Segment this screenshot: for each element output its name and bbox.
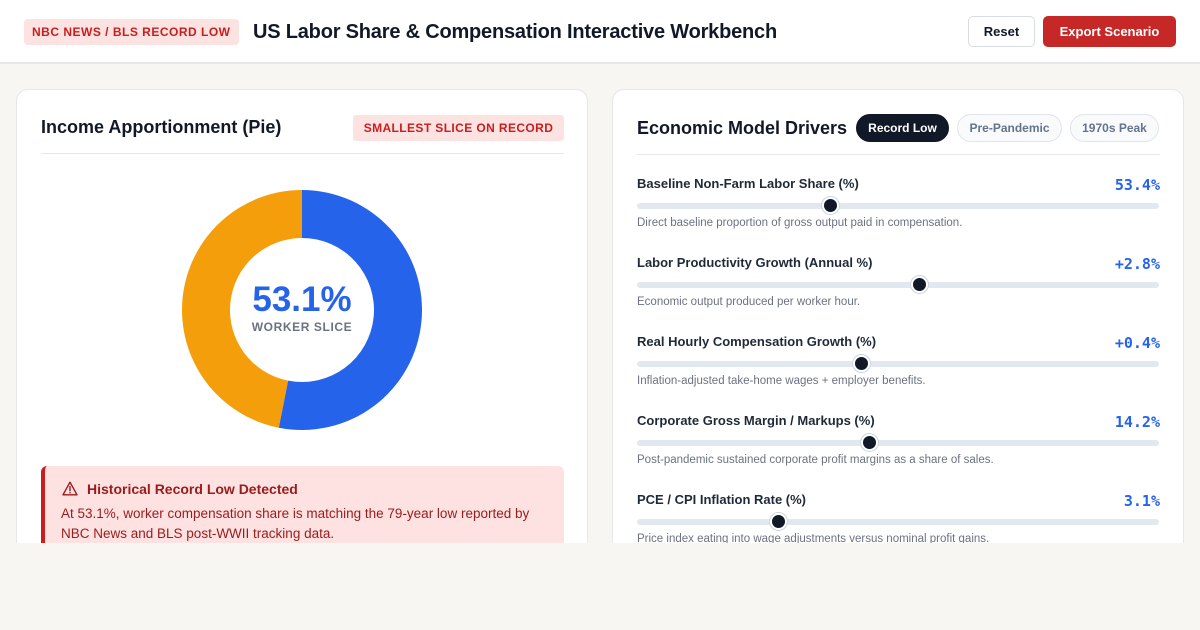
driver-slider-thumb[interactable]: [910, 276, 928, 293]
driver-slider-thumb[interactable]: [861, 434, 879, 451]
driver-value: +2.8%: [1114, 255, 1160, 273]
driver-description: Price index eating into wage adjustments…: [637, 533, 990, 543]
economic-drivers-card: Economic Model Drivers Record Low Pre-Pa…: [612, 89, 1184, 543]
driver-corporate-margin: Corporate Gross Margin / Markups (%) 14.…: [637, 413, 1160, 483]
income-pie-chart: [182, 190, 423, 430]
driver-description: Post-pandemic sustained corporate profit…: [637, 454, 994, 466]
driver-description: Direct baseline proportion of gross outp…: [637, 217, 963, 229]
preset-record-low-button[interactable]: Record Low: [856, 114, 949, 142]
driver-label: Labor Productivity Growth (Annual %): [637, 255, 873, 270]
driver-slider-track[interactable]: [637, 434, 1159, 451]
record-low-alert: Historical Record Low Detected At 53.1%,…: [41, 466, 564, 543]
pie-slice-worker: [278, 190, 423, 430]
drivers-card-divider: [637, 154, 1160, 155]
reset-button[interactable]: Reset: [968, 16, 1035, 47]
pie-center-value: 53.1%: [252, 280, 352, 319]
driver-description: Economic output produced per worker hour…: [637, 296, 861, 308]
smallest-slice-badge: SMALLEST SLICE ON RECORD: [353, 115, 564, 141]
driver-slider-track[interactable]: [637, 197, 1159, 214]
driver-label: Baseline Non-Farm Labor Share (%): [637, 176, 859, 191]
alert-title: Historical Record Low Detected: [87, 481, 298, 497]
driver-real-compensation-growth: Real Hourly Compensation Growth (%) +0.4…: [637, 334, 1160, 404]
driver-baseline-labor-share: Baseline Non-Farm Labor Share (%) 53.4% …: [637, 176, 1160, 246]
driver-productivity-growth: Labor Productivity Growth (Annual %) +2.…: [637, 255, 1160, 325]
driver-label: PCE / CPI Inflation Rate (%): [637, 492, 807, 507]
driver-inflation-rate: PCE / CPI Inflation Rate (%) 3.1% Price …: [637, 492, 1160, 543]
top-bar: NBC NEWS / BLS RECORD LOW US Labor Share…: [0, 0, 1200, 64]
driver-slider-track[interactable]: [637, 513, 1159, 530]
driver-label: Corporate Gross Margin / Markups (%): [637, 413, 875, 428]
page-title: US Labor Share & Compensation Interactiv…: [253, 21, 777, 43]
driver-value: 14.2%: [1114, 413, 1160, 431]
driver-label: Real Hourly Compensation Growth (%): [637, 334, 877, 349]
income-apportionment-card: Income Apportionment (Pie) SMALLEST SLIC…: [16, 89, 588, 543]
source-tag: NBC NEWS / BLS RECORD LOW: [24, 19, 239, 45]
preset-1970s-peak-button[interactable]: 1970s Peak: [1070, 114, 1159, 142]
driver-slider-thumb[interactable]: [822, 197, 840, 214]
alert-body: At 53.1%, worker compensation share is m…: [61, 506, 530, 541]
driver-slider-track[interactable]: [637, 355, 1159, 372]
warning-triangle-icon: [62, 481, 78, 496]
pie-slice-remainder: [182, 190, 302, 428]
driver-slider-track[interactable]: [637, 276, 1159, 293]
driver-description: Inflation-adjusted take-home wages + emp…: [637, 375, 926, 387]
drivers-card-title: Economic Model Drivers: [637, 118, 848, 138]
pie-card-divider: [41, 153, 564, 154]
pie-card-title: Income Apportionment (Pie): [41, 117, 282, 137]
preset-pre-pandemic-button[interactable]: Pre-Pandemic: [957, 114, 1062, 142]
driver-slider-thumb[interactable]: [853, 355, 871, 372]
pie-center-caption: WORKER SLICE: [251, 320, 353, 334]
driver-slider-thumb[interactable]: [769, 513, 787, 530]
driver-value: 3.1%: [1123, 492, 1160, 510]
driver-value: +0.4%: [1114, 334, 1160, 352]
export-scenario-button[interactable]: Export Scenario: [1043, 16, 1176, 47]
driver-value: 53.4%: [1114, 176, 1160, 194]
main-content: Income Apportionment (Pie) SMALLEST SLIC…: [0, 66, 1200, 543]
